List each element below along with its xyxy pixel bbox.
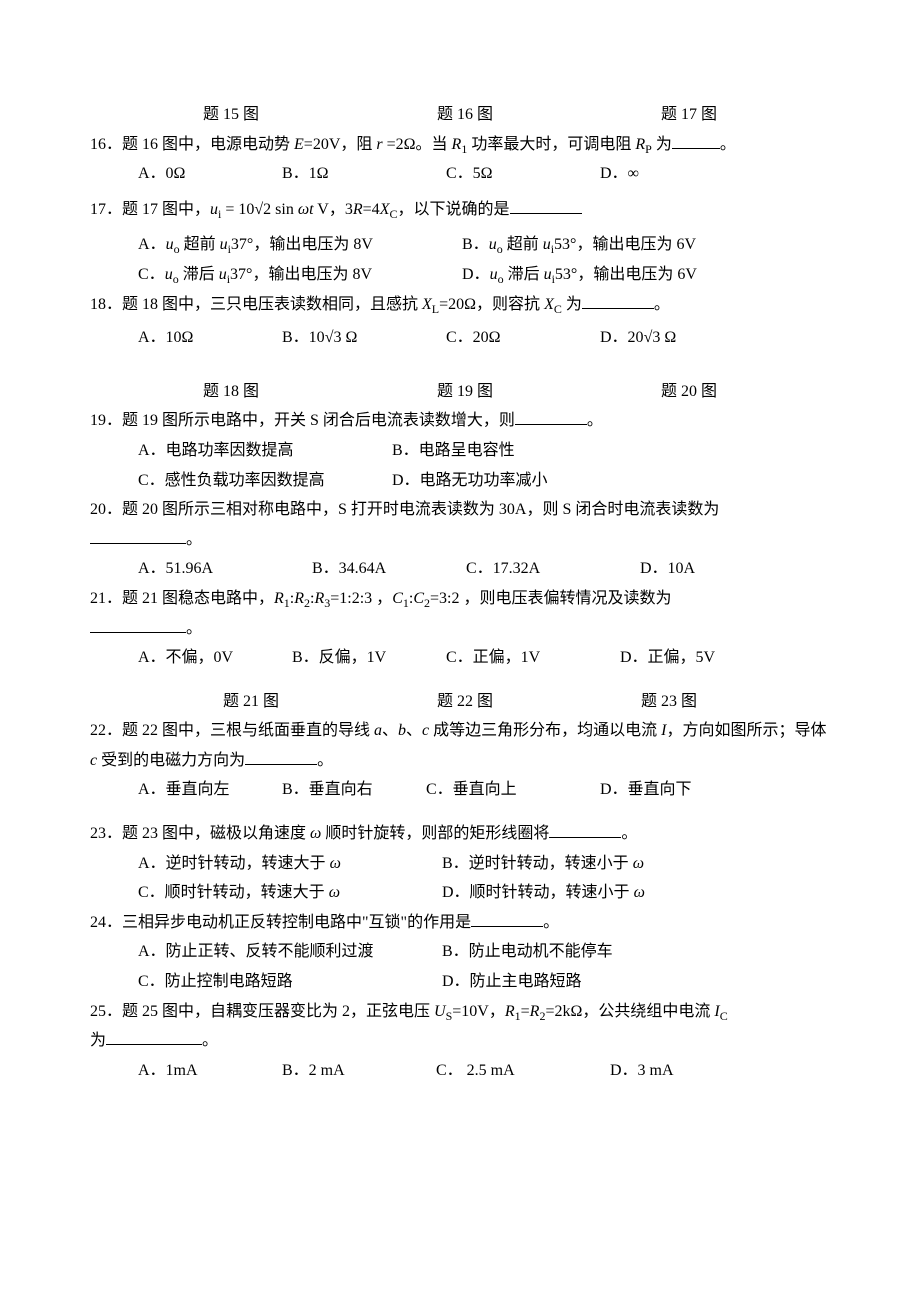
q21-text: 21．题 21 图稳态电路中， (90, 590, 274, 607)
blank (549, 821, 621, 838)
q16-opt-a: A．0Ω (138, 159, 278, 189)
q24-opt-a: A．防止正转、反转不能顺利过渡 (138, 937, 438, 967)
q24-opt-d: D．防止主电路短路 (442, 973, 582, 990)
q24-opt-b: B．防止电动机不能停车 (442, 943, 613, 960)
question-23: 23．题 23 图中，磁极以角速度 ω 顺时针旋转，则部的矩形线圈将。 (90, 819, 830, 849)
q18-opt-c: C．20Ω (446, 323, 596, 353)
q23-options: A．逆时针转动，转速大于 ω B．逆时针转动，转速小于 ω C．顺时针转动，转速… (90, 849, 830, 908)
q25-line2: 为。 (90, 1026, 830, 1056)
q18-options: A．10Ω B．10√3 Ω C．20Ω D．20√3 Ω (90, 323, 830, 353)
fig-23-label: 题 23 图 (641, 687, 697, 717)
q25-text: 25．题 25 图中，自耦变压器变比为 2，正弦电压 (90, 1003, 434, 1020)
q17-opt-b: B．uo 超前 ui53°，输出电压为 6V (462, 236, 696, 253)
q17-opt-d: D．uo 滞后 ui53°，输出电压为 6V (462, 266, 697, 283)
q23-opt-b: B．逆时针转动，转速小于 ω (442, 855, 644, 872)
q18-opt-b: B．10√3 Ω (282, 323, 442, 353)
figure-labels-row-1: 题 15 图 题 16 图 题 17 图 (90, 100, 830, 130)
question-18: 18．题 18 图中，三只电压表读数相同，且感抗 XL=20Ω，则容抗 XC 为… (90, 290, 830, 320)
q20-blank-line: 。 (90, 525, 830, 555)
fig-20-label: 题 20 图 (661, 377, 717, 407)
fig-19-label: 题 19 图 (437, 377, 493, 407)
q16-options: A．0Ω B．1Ω C．5Ω D．∞ (90, 159, 830, 189)
q19-options: A．电路功率因数提高 B．电路呈电容性 C．感性负载功率因数提高 D．电路无功功… (90, 436, 830, 495)
q23-opt-d: D．顺时针转动，转速小于 ω (442, 884, 645, 901)
q19-opt-a: A．电路功率因数提高 (138, 436, 388, 466)
question-16: 16．题 16 图中，电源电动势 E=20V，阻 r =2Ω。当 R1 功率最大… (90, 130, 830, 160)
q22-opt-d: D．垂直向下 (600, 781, 692, 798)
q21-opt-b: B．反偏，1V (292, 643, 442, 673)
q20-opt-a: A．51.96A (138, 554, 308, 584)
q20-opt-d: D．10A (640, 560, 695, 577)
question-25: 25．题 25 图中，自耦变压器变比为 2，正弦电压 US=10V，R1=R2=… (90, 997, 830, 1027)
blank (515, 408, 587, 425)
blank (672, 132, 720, 149)
q19-opt-d: D．电路无功功率减小 (392, 472, 548, 489)
q19-opt-c: C．感性负载功率因数提高 (138, 466, 388, 496)
blank (245, 748, 317, 765)
q25-opt-c: C． 2.5 mA (436, 1056, 606, 1086)
q24-opt-c: C．防止控制电路短路 (138, 967, 438, 997)
blank (471, 910, 543, 927)
question-19: 19．题 19 图所示电路中，开关 S 闭合后电流表读数增大，则。 (90, 406, 830, 436)
q25-options: A．1mA B．2 mA C． 2.5 mA D．3 mA (90, 1056, 830, 1086)
figure-labels-row-2: 题 18 图 题 19 图 题 20 图 (90, 377, 830, 407)
q16-opt-d: D．∞ (600, 165, 639, 182)
q17-text: 17．题 17 图中， (90, 201, 210, 218)
question-24: 24．三相异步电动机正反转控制电路中"互锁"的作用是。 (90, 908, 830, 938)
q25-opt-a: A．1mA (138, 1056, 278, 1086)
blank (90, 527, 186, 544)
q22-opt-b: B．垂直向右 (282, 775, 422, 805)
q16-opt-c: C．5Ω (446, 159, 596, 189)
q24-text: 24．三相异步电动机正反转控制电路中"互锁"的作用是 (90, 914, 471, 931)
q18-text: 18．题 18 图中，三只电压表读数相同，且感抗 (90, 296, 422, 313)
q20-options: A．51.96A B．34.64A C．17.32A D．10A (90, 554, 830, 584)
q16-text: 16．题 16 图中，电源电动势 (90, 136, 294, 153)
question-22: 22．题 22 图中，三根与纸面垂直的导线 a、b、c 成等边三角形分布，均通以… (90, 716, 830, 775)
q21-blank-line: 。 (90, 614, 830, 644)
q20-text: 20．题 20 图所示三相对称电路中，S 打开时电流表读数为 30A，则 S 闭… (90, 501, 719, 518)
q25-opt-b: B．2 mA (282, 1056, 432, 1086)
fig-17-label: 题 17 图 (661, 100, 717, 130)
q17-options: A．uo 超前 ui37°，输出电压为 8V B．uo 超前 ui53°，输出电… (90, 230, 830, 289)
fig-16-label: 题 16 图 (437, 100, 493, 130)
q22-options: A．垂直向左 B．垂直向右 C．垂直向上 D．垂直向下 (90, 775, 830, 805)
q22-opt-c: C．垂直向上 (426, 775, 596, 805)
blank (106, 1028, 202, 1045)
q21-opt-a: A．不偏，0V (138, 643, 288, 673)
q17-opt-a: A．uo 超前 ui37°，输出电压为 8V (138, 230, 458, 260)
q21-opt-c: C．正偏，1V (446, 643, 616, 673)
q23-opt-a: A．逆时针转动，转速大于 ω (138, 849, 438, 879)
question-17: 17．题 17 图中，ui = 10√2 sin ωt V，3R=4XC，以下说… (90, 195, 830, 225)
fig-18-label: 题 18 图 (203, 377, 259, 407)
q21-opt-d: D．正偏，5V (620, 649, 715, 666)
q25-opt-d: D．3 mA (610, 1062, 674, 1079)
blank (510, 197, 582, 214)
q19-opt-b: B．电路呈电容性 (392, 442, 515, 459)
q21-options: A．不偏，0V B．反偏，1V C．正偏，1V D．正偏，5V (90, 643, 830, 673)
q22-text: 22．题 22 图中，三根与纸面垂直的导线 (90, 722, 374, 739)
q19-text: 19．题 19 图所示电路中，开关 S 闭合后电流表读数增大，则 (90, 412, 515, 429)
blank (90, 616, 186, 633)
q23-text: 23．题 23 图中，磁极以角速度 (90, 825, 310, 842)
q20-opt-c: C．17.32A (466, 554, 636, 584)
q23-opt-c: C．顺时针转动，转速大于 ω (138, 878, 438, 908)
q18-opt-a: A．10Ω (138, 323, 278, 353)
blank (582, 292, 654, 309)
fig-21-label: 题 21 图 (223, 687, 279, 717)
fig-15-label: 题 15 图 (203, 100, 259, 130)
question-21: 21．题 21 图稳态电路中，R1:R2:R3=1:2:3 ，C1:C2=3:2… (90, 584, 830, 614)
q24-options: A．防止正转、反转不能顺利过渡 B．防止电动机不能停车 C．防止控制电路短路 D… (90, 937, 830, 996)
question-20: 20．题 20 图所示三相对称电路中，S 打开时电流表读数为 30A，则 S 闭… (90, 495, 830, 525)
q16-opt-b: B．1Ω (282, 159, 442, 189)
q17-opt-c: C．uo 滞后 ui37°，输出电压为 8V (138, 260, 458, 290)
q20-opt-b: B．34.64A (312, 554, 462, 584)
figure-labels-row-3: 题 21 图 题 22 图 题 23 图 (90, 687, 830, 717)
fig-22-label: 题 22 图 (437, 687, 493, 717)
q22-opt-a: A．垂直向左 (138, 775, 278, 805)
q18-opt-d: D．20√3 Ω (600, 329, 676, 346)
